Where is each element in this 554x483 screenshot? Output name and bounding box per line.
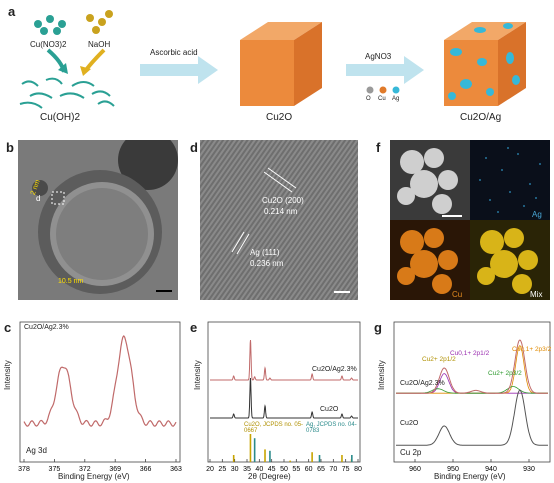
x-tick-label: 40 xyxy=(255,466,263,473)
x-tick-label: 25 xyxy=(218,466,226,473)
series-line xyxy=(23,335,177,427)
ref1-label: Cu2O, JCPDS no. 05-0667 xyxy=(244,422,304,434)
panel-e-label: e xyxy=(190,320,198,335)
x-tick-label: 372 xyxy=(79,466,91,473)
y-axis-label: Intensity xyxy=(377,360,386,390)
cu-nitrate-dots xyxy=(34,15,66,35)
lattice1-spacing: 0.214 nm xyxy=(264,207,298,216)
product2-label: Cu2O/Ag xyxy=(460,112,502,123)
x-axis-label: 2θ (Degree) xyxy=(248,472,291,481)
x-axis-label: Binding Energy (eV) xyxy=(58,472,130,481)
xps-cu2p-chart: 960 950 940 930 xyxy=(393,321,551,473)
peak-label-cu2p: Cu 2p xyxy=(400,448,422,457)
panel-c-label: c xyxy=(4,320,12,335)
tem-image-b xyxy=(18,140,178,300)
step2-label: AgNO3 xyxy=(365,52,392,61)
x-tick-label: 930 xyxy=(523,466,535,473)
cu-oh2-nanowires xyxy=(19,77,115,109)
series-line xyxy=(210,377,358,419)
x-tick-label: 50 xyxy=(280,466,288,473)
map-label-ag: Ag xyxy=(532,210,542,219)
lattice1-phase: Cu2O (200) xyxy=(262,196,304,205)
legend-cu: Cu xyxy=(378,96,386,102)
x-tick-label: 75 xyxy=(342,466,350,473)
map-label-cu: Cu xyxy=(452,290,463,299)
y-axis-label: Intensity xyxy=(3,360,12,390)
xps-ag3d-chart: 378 375 372 369 366 363 xyxy=(18,321,182,473)
intermediate-label: Cu(OH)2 xyxy=(40,112,81,123)
ref2-label: Ag, JCPDS no. 04-0783 xyxy=(306,422,357,434)
ann-cu01-2p12: Cu0,1+ 2p1/2 xyxy=(450,350,490,357)
x-tick-label: 20 xyxy=(206,466,214,473)
curve1-label: Cu2O/Ag2.3% xyxy=(312,366,357,373)
yellow-arrow xyxy=(84,48,106,72)
naoh-dots xyxy=(86,10,113,34)
x-tick-label: 940 xyxy=(485,466,497,473)
xrd-chart: 20 25 30 35 40 45 50 55 60 65 70 75 80 xyxy=(206,321,362,473)
product1-label: Cu2O xyxy=(266,112,293,123)
plot-frame xyxy=(19,321,181,463)
x-tick-label: 65 xyxy=(317,466,325,473)
lattice2-spacing: 0.236 nm xyxy=(250,259,284,268)
panel-f-label: f xyxy=(376,140,381,155)
x-tick-label: 363 xyxy=(170,466,182,473)
x-tick-label: 375 xyxy=(49,466,61,473)
panel-a-scheme xyxy=(19,10,526,109)
eds-mapping-f xyxy=(390,140,550,300)
x-tick-label: 35 xyxy=(243,466,251,473)
reagent-naoh: NaOH xyxy=(88,40,111,49)
legend-o: O xyxy=(366,96,371,102)
panel-a-label: a xyxy=(8,4,16,19)
peak-label-ag3d: Ag 3d xyxy=(26,446,47,455)
x-tick-label: 369 xyxy=(109,466,121,473)
hrtem-image-d xyxy=(200,140,358,300)
ann-cu2-2p32: Cu2+ 2p3/2 xyxy=(488,370,522,377)
arrow-step2 xyxy=(346,56,424,84)
lattice2-phase: Ag (111) xyxy=(250,248,280,257)
cu2o-ag-cube xyxy=(444,22,526,106)
legend-ag: Ag xyxy=(392,96,400,102)
panel-g-label: g xyxy=(374,320,382,335)
x-axis-label: Binding Energy (eV) xyxy=(434,472,506,481)
x-tick-label: 80 xyxy=(354,466,362,473)
step1-label: Ascorbic acid xyxy=(150,48,198,57)
x-tick-label: 366 xyxy=(140,466,152,473)
x-tick-label: 30 xyxy=(231,466,239,473)
y-axis-label: Intensity xyxy=(193,360,202,390)
map-label-mix: Mix xyxy=(530,290,543,299)
reagent-cu-nitrate: Cu(NO3)2 xyxy=(30,40,67,49)
sample-label: Cu2O/Ag2.3% xyxy=(24,324,69,331)
x-tick-label: 55 xyxy=(292,466,300,473)
fit-curve-green xyxy=(396,386,548,394)
plot-frame xyxy=(393,321,551,463)
cu2o-cube xyxy=(240,22,322,106)
panel-b-label: b xyxy=(6,140,14,155)
plot-frame xyxy=(207,321,361,463)
curve2-label: Cu2O xyxy=(320,406,339,413)
series-line xyxy=(210,339,358,381)
dimension-label-2: 10.5 nm xyxy=(58,278,84,285)
arrow-step1 xyxy=(140,56,218,84)
series-line xyxy=(396,339,548,394)
box-label-d: d xyxy=(36,194,41,203)
x-tick-label: 70 xyxy=(329,466,337,473)
x-tick-label: 45 xyxy=(268,466,276,473)
curve2-label: Cu2O xyxy=(400,420,419,427)
curve1-label: Cu2O/Ag2.3% xyxy=(400,380,445,387)
ann-cu01-2p32: Cu0,1+ 2p3/2 xyxy=(512,346,552,353)
panel-d-label: d xyxy=(190,140,198,155)
series-line xyxy=(396,389,548,446)
ann-cu2-2p12: Cu2+ 2p1/2 xyxy=(422,356,456,363)
x-tick-label: 60 xyxy=(305,466,313,473)
x-tick-label: 960 xyxy=(409,466,421,473)
x-tick-label: 378 xyxy=(18,466,30,473)
x-tick-label: 950 xyxy=(447,466,459,473)
